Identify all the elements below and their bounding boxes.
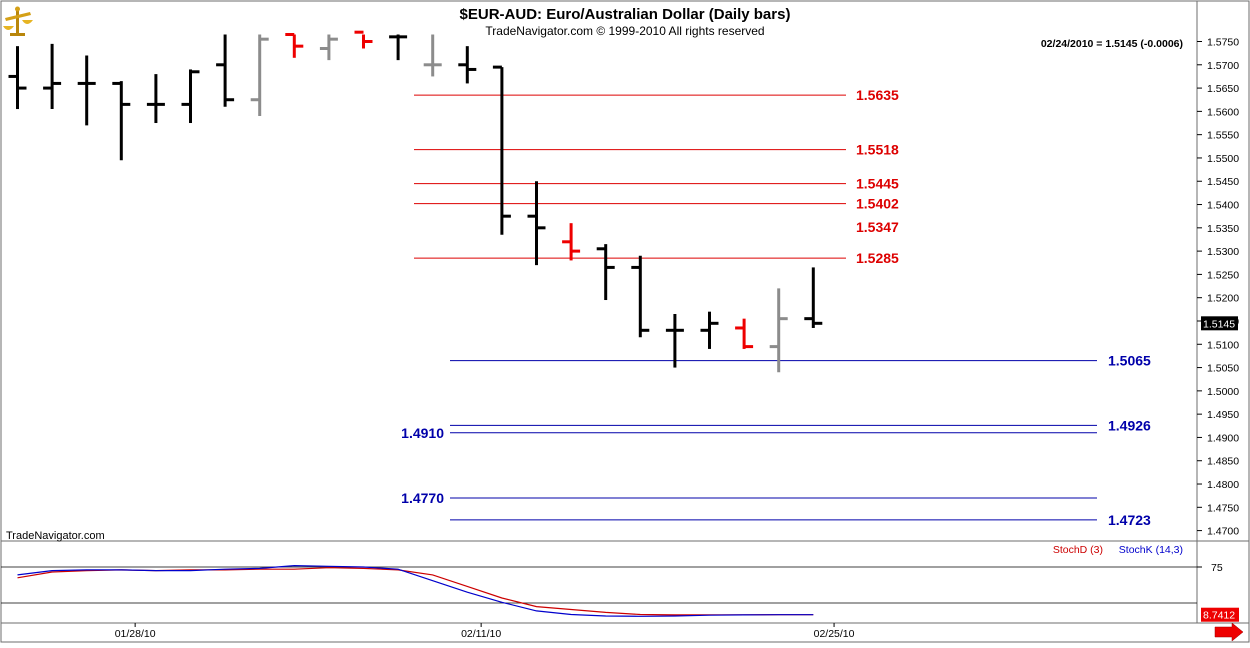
- stoch-series-line: [17, 564, 814, 617]
- date-axis-frame: [0, 622, 1250, 643]
- resistance-label: 1.5445: [856, 176, 899, 192]
- ohlc-bar: [735, 318, 754, 349]
- ohlc-bars: [8, 30, 823, 373]
- price-tick-label: 1.5300: [1207, 246, 1239, 258]
- resistance-label: 1.5518: [856, 142, 899, 158]
- watermark-text: TradeNavigator.com: [6, 530, 105, 542]
- date-tick-label: 02/11/10: [461, 628, 501, 640]
- price-tick-label: 1.4950: [1207, 409, 1239, 421]
- support-label: 1.4770: [401, 490, 444, 506]
- price-tick-label: 1.5200: [1207, 293, 1239, 305]
- support-label: 1.4910: [401, 425, 444, 441]
- last-price-box: [1201, 316, 1238, 331]
- price-tick-label: 1.5700: [1207, 60, 1239, 72]
- brass-scale-icon[interactable]: [3, 6, 33, 37]
- price-tick-label: 1.5750: [1207, 37, 1239, 49]
- price-tick-label: 1.5600: [1207, 106, 1239, 118]
- price-tick-label: 1.5100: [1207, 339, 1239, 351]
- price-tick-label: 1.4700: [1207, 526, 1239, 538]
- ohlc-bar: [43, 43, 62, 110]
- price-tick-label: 1.5050: [1207, 363, 1239, 375]
- stochastic-panel: 75 StochK (14,3) StochD (3) 8.7412: [1, 544, 1239, 622]
- ohlc-bar: [319, 34, 338, 61]
- ohlc-bar: [631, 255, 650, 338]
- stoch-tick-label: 75: [1211, 562, 1223, 574]
- price-tick-label: 1.5000: [1207, 386, 1239, 398]
- price-tick-label: 1.4750: [1207, 502, 1239, 514]
- chart-title: $EUR-AUD: Euro/Australian Dollar (Daily …: [460, 6, 791, 23]
- price-tick-label: 1.5350: [1207, 223, 1239, 235]
- resistance-label: 1.5402: [856, 196, 899, 212]
- ohlc-bar: [596, 244, 615, 301]
- price-tick-label: 1.4850: [1207, 456, 1239, 468]
- quote-readout: 02/24/2010 = 1.5145 (-0.0006): [1041, 38, 1183, 50]
- ohlc-bar: [354, 30, 373, 49]
- price-tick-label: 1.5400: [1207, 200, 1239, 212]
- ohlc-bar: [458, 46, 477, 84]
- stoch-legend-d: StochD (3): [1053, 544, 1103, 556]
- ohlc-bar: [146, 74, 165, 124]
- ohlc-bar: [181, 69, 200, 124]
- ohlc-bar: [8, 46, 27, 110]
- price-tick-label: 1.5650: [1207, 83, 1239, 95]
- ohlc-bar: [389, 34, 408, 61]
- stoch-plot-frame: [0, 540, 1198, 624]
- ohlc-bar: [804, 267, 823, 328]
- price-tick-label: 1.5250: [1207, 269, 1239, 281]
- ohlc-bar: [527, 181, 546, 266]
- stoch-last-box: [1201, 607, 1239, 622]
- support-label: 1.4723: [1108, 512, 1151, 528]
- support-label: 1.5065: [1108, 353, 1151, 369]
- price-axis-frame: [1196, 0, 1250, 542]
- price-tick-label: 1.5550: [1207, 130, 1239, 142]
- chart-subtitle: TradeNavigator.com © 1999-2010 All right…: [485, 24, 764, 38]
- price-tick-label: 1.5450: [1207, 176, 1239, 188]
- resistance-label: 1.5347: [856, 219, 899, 235]
- ohlc-bar: [423, 34, 442, 77]
- date-axis: 01/28/10 02/11/10 02/25/10: [115, 623, 855, 640]
- support-label: 1.4926: [1108, 417, 1151, 433]
- ohlc-bar: [285, 33, 304, 58]
- ohlc-bar: [492, 65, 511, 235]
- last-price-marker: 1.5145: [1201, 316, 1238, 331]
- ohlc-bar: [562, 223, 581, 261]
- support-resistance-levels: 1.5635 1.5518 1.5445 1.5402 1.5347 1.5285 1.50…: [401, 87, 1151, 528]
- date-tick-label: 01/28/10: [115, 628, 156, 640]
- last-price-text: 1.5145: [1203, 318, 1235, 330]
- price-plot-frame: [0, 0, 1198, 542]
- ohlc-bar: [665, 313, 684, 368]
- stoch-last-text: 8.7412: [1203, 610, 1235, 622]
- ohlc-bar: [112, 81, 131, 161]
- date-tick-label: 02/25/10: [814, 628, 855, 640]
- stoch-legend-k: StochK (14,3): [1119, 544, 1183, 556]
- price-tick-label: 1.5500: [1207, 153, 1239, 165]
- price-tick-label: 1.4800: [1207, 479, 1239, 491]
- resistance-label: 1.5635: [856, 87, 899, 103]
- ohlc-bar: [700, 311, 719, 349]
- ohlc-bar: [77, 55, 96, 126]
- red-right-arrow-icon[interactable]: [1214, 622, 1244, 642]
- ohlc-bar: [769, 288, 788, 373]
- ohlc-bar: [250, 34, 269, 117]
- price-tick-label: 1.4900: [1207, 432, 1239, 444]
- ohlc-bar: [216, 34, 235, 107]
- resistance-label: 1.5285: [856, 250, 899, 266]
